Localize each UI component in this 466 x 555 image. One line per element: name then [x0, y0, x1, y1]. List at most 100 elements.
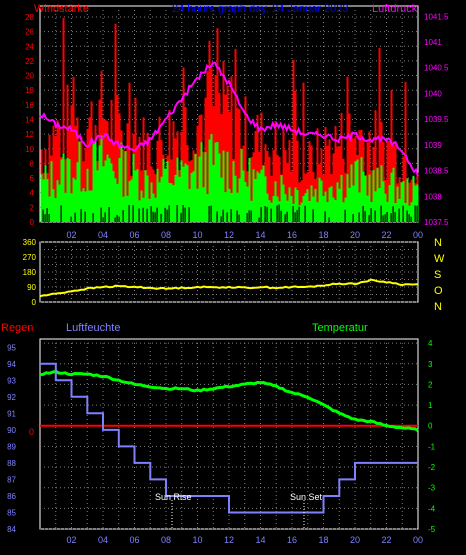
wind-bar-red: [220, 114, 223, 222]
temperature-tick-label: 1: [428, 401, 433, 410]
humidity-tick-label: 90: [7, 426, 16, 435]
wind-bar-black: [108, 207, 110, 222]
wind-bar-green: [150, 182, 153, 222]
wind-bar-green: [320, 180, 323, 222]
wind-bar-green: [186, 165, 189, 222]
wind-bar-red: [80, 136, 83, 222]
wind-bar-green: [230, 192, 233, 222]
wind-bar-red: [288, 140, 291, 222]
pressure-tick-label: 1037.5: [424, 218, 449, 227]
humidity-tick-label: 86: [7, 492, 16, 501]
humidity-tick-label: 94: [7, 360, 16, 369]
wind-bar-red: [390, 90, 393, 222]
wind-bar-red: [126, 123, 129, 222]
time-label: 14: [255, 230, 265, 240]
wind-bar-green: [242, 170, 245, 222]
wind-bar-green: [48, 196, 51, 222]
wind-bar-black: [226, 212, 228, 222]
wind-tick-label: 12: [25, 130, 34, 139]
wind-bar-green: [204, 152, 207, 222]
wind-bar-green: [160, 176, 163, 222]
wind-bar-green: [218, 153, 221, 222]
wind-bar-green: [272, 196, 275, 222]
wind-bar-green: [240, 148, 243, 222]
wind-bar-green: [182, 166, 185, 222]
wind-bar-green: [162, 158, 165, 222]
time-label: 06: [129, 535, 139, 545]
wind-bar-green: [222, 150, 225, 222]
wind-bar-green: [380, 165, 383, 222]
wind-bar-black: [298, 206, 300, 222]
wind-bar-green: [356, 159, 359, 222]
wind-bar-green: [154, 197, 157, 222]
humidity-tick-labels: 84 85 86 87 88 89 90 91 92 93 94 95: [7, 343, 16, 534]
panel2-border: [39, 241, 419, 303]
wind-bar-green: [110, 163, 113, 222]
wind-bar-red: [256, 114, 259, 222]
time-label: 10: [192, 230, 202, 240]
humidity-tick-label: 92: [7, 393, 16, 402]
wind-bar-green: [72, 177, 75, 222]
wind-bar-red: [348, 113, 351, 222]
wind-bar-green: [376, 168, 379, 222]
sunset-label: Sun Set: [290, 492, 323, 502]
wind-bar-green: [166, 161, 169, 222]
wind-bar-green: [124, 151, 127, 222]
wind-bar-green: [114, 178, 117, 222]
wind-bar-green: [132, 153, 135, 222]
wind-tick-label: 28: [25, 13, 34, 22]
wind-bar-red: [300, 180, 303, 222]
rain-label: Regen: [1, 322, 33, 334]
wind-bar-red: [216, 28, 219, 223]
wind-bar-black: [80, 208, 82, 222]
wind-bar-green: [206, 194, 209, 222]
wind-bar-black: [150, 206, 152, 222]
wind-bar-green: [196, 188, 199, 222]
wind-bar-green: [336, 182, 339, 222]
wind-bar-red: [292, 59, 295, 222]
humidity-temp-panel: 84 85 86 87 88 89 90 91 92 93 94 95 -5 -4 -3 -2 -1 0 1 2 3 4…: [7, 338, 436, 534]
wind-bar-red: [238, 109, 241, 222]
wind-tick-label: 4: [30, 189, 35, 198]
wind-bar-red: [122, 149, 125, 222]
wind-bar-red: [308, 140, 311, 222]
wind-bar-red: [324, 126, 327, 222]
wind-bar-black: [250, 210, 252, 222]
compass-letter: N: [434, 301, 442, 313]
wind-bar-red: [286, 162, 289, 222]
wind-bar-black: [220, 216, 222, 222]
wind-bar-green: [210, 134, 213, 222]
wind-bar-red: [274, 120, 277, 222]
wind-bar-green: [402, 180, 405, 222]
time-label: 04: [98, 535, 108, 545]
wind-bar-red: [70, 105, 73, 222]
wind-bar-green: [170, 183, 173, 222]
wind-bar-black: [304, 205, 306, 222]
wind-bar-green: [216, 142, 219, 222]
wind-bar-green: [404, 203, 407, 222]
wind-bar-green: [202, 187, 205, 222]
wind-bar-green: [310, 185, 313, 222]
wind-bar-green: [346, 174, 349, 222]
wind-bar-red: [234, 48, 237, 223]
wind-bar-black: [352, 214, 354, 222]
wind-bar-red: [56, 120, 59, 222]
wind-bar-red: [134, 97, 137, 222]
wind-bar-black: [114, 217, 116, 222]
wind-bar-red: [84, 148, 87, 222]
wind-bar-black: [286, 211, 288, 222]
wind-bar-green: [136, 169, 139, 222]
wind-bar-red: [236, 107, 239, 222]
wind-bar-red: [230, 76, 233, 222]
wind-bar-green: [180, 160, 183, 222]
wind-bar-black: [296, 209, 298, 222]
wind-tick-label: 20: [25, 72, 34, 81]
wind-bar-green: [152, 193, 155, 222]
wind-bar-green: [192, 171, 195, 222]
wind-tick-label: 14: [25, 115, 34, 124]
wind-bar-black: [230, 209, 232, 222]
pressure-tick-label: 1039.5: [424, 115, 449, 124]
wind-bar-red: [366, 142, 369, 222]
wind-bar-red: [222, 60, 225, 222]
